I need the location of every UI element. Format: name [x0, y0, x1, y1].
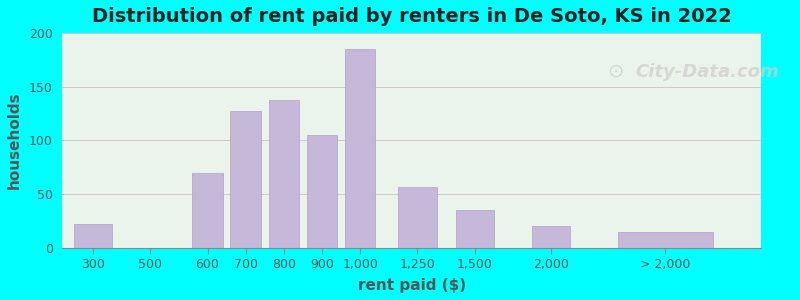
Bar [269, 100, 299, 248]
Bar [306, 135, 338, 248]
Bar [74, 224, 112, 248]
Bar [345, 49, 375, 248]
Bar [532, 226, 570, 248]
X-axis label: rent paid ($): rent paid ($) [358, 278, 466, 293]
Text: City-Data.com: City-Data.com [635, 63, 779, 81]
Y-axis label: households: households [7, 92, 22, 189]
Bar [618, 232, 713, 248]
Bar [192, 172, 222, 248]
Title: Distribution of rent paid by renters in De Soto, KS in 2022: Distribution of rent paid by renters in … [92, 7, 732, 26]
Bar [230, 111, 261, 248]
Text: ⊙: ⊙ [607, 62, 624, 81]
Bar [455, 210, 494, 248]
Bar [398, 187, 437, 248]
